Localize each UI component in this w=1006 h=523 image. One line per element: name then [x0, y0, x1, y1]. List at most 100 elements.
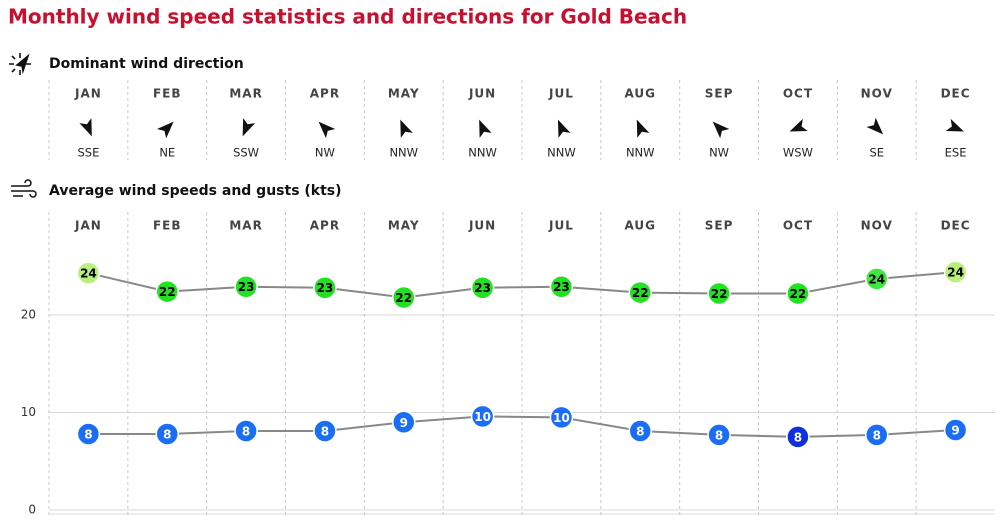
data-label: 22	[790, 287, 807, 301]
month-label: APR	[310, 87, 340, 101]
direction-label: ESE	[945, 146, 967, 160]
data-point	[943, 418, 968, 442]
series-line	[88, 271, 956, 299]
direction-label: NNW	[626, 146, 655, 160]
month-label: JAN	[74, 219, 102, 233]
month-label: MAY	[388, 219, 420, 233]
compass-icon	[9, 53, 31, 75]
data-point	[549, 405, 574, 430]
data-label: 10	[553, 411, 570, 425]
data-label: 8	[163, 427, 171, 441]
data-label: 9	[951, 424, 959, 438]
data-point	[313, 275, 337, 300]
month-label: OCT	[783, 87, 813, 101]
month-label: DEC	[941, 87, 971, 101]
y-tick-label: 20	[21, 308, 36, 322]
direction-arrow	[557, 119, 571, 138]
data-label: 8	[242, 425, 250, 439]
month-label: JUN	[468, 219, 496, 233]
direction-arrow	[79, 118, 92, 137]
data-label: 8	[873, 428, 881, 442]
month-label: JUN	[468, 87, 496, 101]
direction-arrow	[400, 119, 413, 138]
month-label: FEB	[153, 87, 182, 101]
data-point	[470, 275, 495, 300]
data-point	[313, 419, 337, 443]
month-label: MAR	[229, 87, 262, 101]
data-label: 10	[474, 410, 491, 424]
direction-label: SSE	[77, 146, 99, 160]
month-label: SEP	[705, 219, 734, 233]
data-point	[786, 281, 810, 306]
direction-label: NNW	[547, 146, 576, 160]
y-tick-label: 0	[28, 503, 36, 517]
direction-label: SE	[869, 146, 884, 160]
data-point	[707, 281, 731, 306]
data-label: 8	[636, 425, 644, 439]
month-label: MAY	[388, 87, 420, 101]
data-point	[865, 267, 889, 291]
data-point	[76, 261, 101, 285]
direction-arrow	[318, 121, 336, 139]
data-label: 24	[947, 266, 964, 280]
direction-arrow	[866, 117, 884, 135]
data-point	[76, 422, 101, 446]
month-label: DEC	[941, 219, 971, 233]
page-title: Monthly wind speed statistics and direct…	[8, 5, 687, 29]
wind-icon	[11, 179, 37, 198]
direction-label: SSW	[233, 146, 259, 160]
data-point	[470, 404, 495, 429]
data-point	[155, 279, 179, 304]
direction-label: WSW	[783, 146, 813, 160]
data-point	[392, 410, 416, 434]
data-label: 23	[474, 281, 491, 295]
data-point	[943, 260, 968, 284]
month-label: SEP	[705, 87, 734, 101]
data-point	[234, 274, 258, 299]
data-point	[392, 285, 416, 310]
series-line	[88, 415, 956, 438]
data-point	[628, 280, 652, 305]
data-label: 22	[632, 286, 649, 300]
section-title: Dominant wind direction	[49, 56, 244, 72]
data-point	[234, 419, 258, 443]
data-label: 8	[84, 427, 92, 441]
direction-arrow	[945, 118, 964, 132]
direction-arrow	[636, 119, 650, 138]
month-label: AUG	[624, 87, 656, 101]
data-label: 24	[80, 267, 97, 281]
direction-arrow	[789, 118, 808, 132]
data-label: 22	[711, 287, 728, 301]
month-label: APR	[310, 219, 340, 233]
direction-arrow	[156, 121, 174, 139]
data-label: 23	[317, 281, 334, 295]
month-label: MAR	[229, 219, 262, 233]
month-label: OCT	[783, 219, 813, 233]
y-tick-label: 10	[21, 405, 36, 419]
direction-label: NE	[159, 146, 175, 160]
direction-arrow	[479, 119, 492, 138]
month-label: AUG	[624, 219, 656, 233]
direction-arrow	[712, 121, 730, 139]
month-label: JUL	[548, 219, 574, 233]
direction-label: NW	[315, 146, 335, 160]
month-label: FEB	[153, 219, 182, 233]
data-label: 9	[400, 416, 408, 430]
month-label: NOV	[861, 87, 893, 101]
data-point	[865, 423, 889, 447]
month-label: NOV	[861, 219, 893, 233]
data-point	[786, 425, 810, 449]
data-label: 22	[395, 291, 412, 305]
direction-label: NW	[709, 146, 729, 160]
data-point	[707, 423, 731, 447]
direction-arrow	[242, 118, 256, 137]
data-label: 24	[868, 272, 885, 286]
month-label: JAN	[74, 87, 102, 101]
data-point	[549, 274, 574, 299]
data-label: 23	[238, 280, 255, 294]
data-label: 8	[794, 430, 802, 444]
direction-label: NNW	[389, 146, 418, 160]
data-label: 8	[321, 425, 329, 439]
data-label: 22	[159, 285, 176, 299]
